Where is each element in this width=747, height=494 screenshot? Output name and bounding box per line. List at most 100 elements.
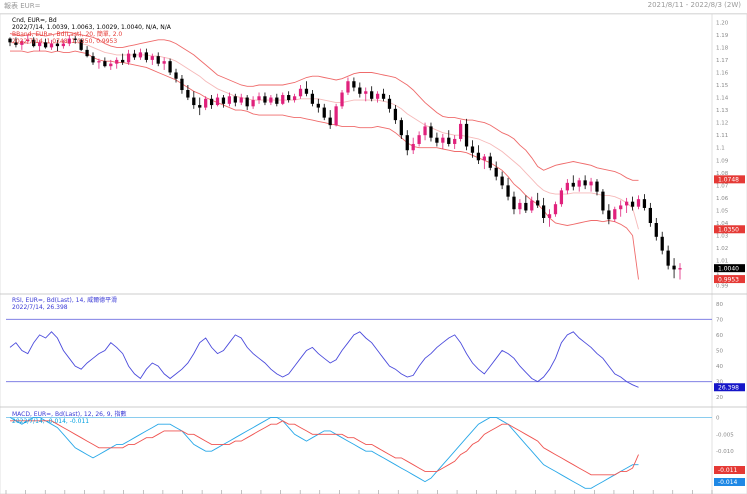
candle-body	[458, 123, 463, 139]
candle-body	[666, 250, 670, 266]
macd-line	[9, 416, 639, 489]
macd-value-tag	[714, 478, 745, 486]
candle-body	[601, 191, 605, 211]
candle-body	[91, 56, 95, 63]
price-tag	[714, 175, 745, 184]
candle-body	[500, 176, 504, 186]
price-tick-label: 1.11	[716, 133, 728, 139]
macd-tick-label: -0.005	[716, 432, 734, 438]
price-tick-label: 1.20	[716, 20, 729, 26]
candle-body	[340, 92, 344, 107]
candle-body	[150, 56, 154, 60]
candle-body	[642, 199, 647, 208]
candle-body	[109, 63, 113, 67]
candle-body	[204, 98, 208, 108]
chart-frame	[0, 13, 747, 494]
candle-body	[589, 181, 593, 186]
candle-body	[565, 182, 569, 191]
rsi-tick-label: 80	[716, 302, 723, 308]
candle-body	[370, 91, 374, 99]
candle-body	[613, 209, 617, 220]
price-tick-label: 1.15	[716, 83, 729, 89]
candle-body	[417, 135, 421, 144]
price-tick-label: 1.12	[716, 121, 728, 127]
candle-body	[126, 53, 131, 63]
candle-body	[518, 202, 522, 210]
price-tag-label: 1.0040	[718, 265, 739, 272]
candle-body	[358, 87, 362, 94]
candle-body	[192, 97, 196, 106]
bband-upper-line	[9, 31, 639, 181]
candle-body	[215, 97, 220, 106]
candle-body	[405, 135, 409, 151]
rsi-value-tag	[714, 383, 745, 392]
candle-body	[156, 56, 160, 64]
window-title-bar: 報表 EUR= 2021/8/11 - 2022/8/3 (2W)	[0, 0, 747, 14]
candle-body	[38, 42, 42, 47]
price-tag-label: 1.0350	[718, 226, 739, 233]
candle-body	[559, 190, 564, 205]
candle-body	[429, 126, 433, 138]
candle-body	[263, 96, 267, 103]
candle-body	[334, 106, 338, 126]
candle-body	[577, 180, 581, 187]
candle-body	[198, 105, 202, 108]
rsi-tick-label: 20	[716, 395, 723, 401]
rsi-legend-line: RSI, EUR=, Bd(Last), 14, 威爾德平滑	[12, 296, 117, 304]
candle-body	[322, 107, 326, 118]
candle-body	[619, 205, 623, 210]
candle-body	[144, 52, 149, 60]
candle-body	[346, 81, 350, 93]
candle-body	[476, 152, 481, 161]
price-legend-line: BBand, EUR=, Bd(Last), 20, 簡單, 2.0	[12, 30, 122, 38]
candle-body	[435, 137, 439, 143]
macd-value-label: -0.011	[718, 467, 738, 474]
candle-body	[447, 137, 451, 144]
candle-body	[583, 180, 587, 186]
price-tick-label: 1.18	[716, 45, 729, 51]
rsi-value-label: 26.398	[718, 384, 739, 391]
candle-body	[245, 97, 249, 107]
candle-body	[174, 72, 178, 79]
candle-body	[524, 202, 528, 211]
candle-body	[221, 97, 226, 104]
rsi-tick-label: 70	[716, 317, 723, 323]
candle-body	[209, 98, 214, 106]
price-tag-label: 0.9953	[718, 276, 739, 283]
candle-body	[287, 95, 291, 101]
candle-body	[61, 43, 65, 47]
candle-body	[239, 97, 243, 103]
candle-body	[162, 61, 166, 64]
price-tag	[714, 264, 745, 273]
candle-body	[281, 95, 285, 104]
bband-middle-line	[9, 41, 639, 230]
price-tick-label: 1.09	[716, 158, 729, 164]
candle-body	[67, 38, 71, 44]
candle-body	[304, 88, 309, 94]
candle-body	[470, 146, 475, 153]
candle-body	[26, 39, 30, 42]
candle-body	[630, 201, 635, 207]
candle-body	[441, 137, 445, 143]
candle-body	[121, 59, 125, 63]
candle-body	[660, 236, 664, 251]
candle-body	[595, 181, 599, 192]
candle-body	[103, 61, 107, 67]
price-tick-label: 1.08	[716, 171, 729, 177]
candle-body	[530, 200, 534, 211]
candle-body	[73, 38, 77, 40]
candle-body	[453, 138, 457, 144]
candle-body	[541, 205, 546, 218]
candle-body	[43, 42, 48, 48]
price-tick-label: 1.06	[716, 196, 729, 202]
price-tick-label: 1.02	[716, 246, 728, 252]
candle-body	[399, 120, 403, 136]
candle-body	[20, 41, 24, 45]
window-title: 報表 EUR=	[4, 2, 41, 10]
rsi-line	[9, 331, 639, 388]
price-tick-label: 1.05	[716, 208, 729, 214]
price-tick-label: 1.01	[716, 259, 728, 265]
candle-body	[571, 182, 575, 187]
rsi-tick-label: 50	[716, 349, 723, 355]
